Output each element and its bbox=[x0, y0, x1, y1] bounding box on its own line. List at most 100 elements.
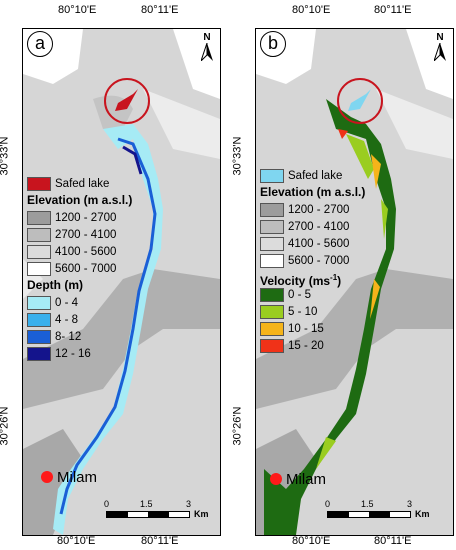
scale-tick-1: 1.5 bbox=[140, 499, 153, 509]
scale-bar-graphic bbox=[327, 511, 411, 518]
north-arrow-icon bbox=[200, 42, 213, 62]
legend-elev-3: 4100 - 5600 bbox=[260, 235, 365, 252]
lon-tick-bottom-a-left: 80°10'E bbox=[57, 535, 96, 547]
lon-tick-bottom-b-left: 80°10'E bbox=[292, 535, 331, 547]
depth-swatch-1 bbox=[27, 295, 51, 310]
panel-label-b: b bbox=[260, 31, 286, 57]
depth-swatch-3 bbox=[27, 329, 51, 344]
elevation-title: Elevation (m a.s.l.) bbox=[27, 193, 133, 207]
velocity-label-4: 15 - 20 bbox=[288, 339, 324, 352]
lon-tick-bottom-a-right: 80°11'E bbox=[141, 535, 179, 547]
legend-elev-1: 1200 - 2700 bbox=[260, 201, 365, 218]
elev-label-3: 4100 - 5600 bbox=[55, 245, 117, 258]
legend-elev-4: 5600 - 7000 bbox=[260, 252, 365, 269]
elev-swatch-2 bbox=[260, 219, 284, 234]
town-label-milam: Milam bbox=[286, 471, 326, 488]
elev-swatch-1 bbox=[27, 210, 51, 225]
legend-elev-3: 4100 - 5600 bbox=[27, 243, 132, 260]
elevation-title: Elevation (m a.s.l.) bbox=[260, 185, 366, 199]
legend-velocity-1: 0 - 5 bbox=[260, 286, 365, 303]
velocity-label-1: 0 - 5 bbox=[288, 288, 312, 301]
legend-elev-2: 2700 - 4100 bbox=[260, 218, 365, 235]
velocity-label-3: 10 - 15 bbox=[288, 322, 324, 335]
lat-tick-mid-bottom: 30°26'N bbox=[231, 406, 244, 446]
legend-elev-2: 2700 - 4100 bbox=[27, 226, 132, 243]
velocity-title-text: Velocity (ms bbox=[260, 274, 331, 288]
legend-elev-1: 1200 - 2700 bbox=[27, 209, 132, 226]
lon-tick-top-b-right: 80°11'E bbox=[374, 4, 412, 16]
scale-tick-2: 3 bbox=[407, 499, 413, 509]
north-arrow: N bbox=[198, 32, 216, 66]
elev-swatch-4 bbox=[260, 253, 284, 268]
scale-unit: Km bbox=[194, 509, 209, 519]
town-label-milam: Milam bbox=[57, 469, 97, 486]
elev-swatch-3 bbox=[260, 236, 284, 251]
north-label: N bbox=[436, 32, 444, 43]
legend-depth-3: 8- 12 bbox=[27, 328, 132, 345]
scale-bar: 0 1.5 3 Km bbox=[325, 499, 430, 519]
lat-tick-mid-top: 30°33'N bbox=[231, 136, 244, 176]
elev-swatch-4 bbox=[27, 261, 51, 276]
velocity-swatch-4 bbox=[260, 338, 284, 353]
lat-tick-left-top: 30°33'N bbox=[0, 136, 11, 176]
velocity-title-end: ) bbox=[337, 274, 342, 288]
north-arrow: N bbox=[431, 32, 449, 66]
scale-tick-0: 0 bbox=[104, 499, 110, 509]
lake-swatch bbox=[260, 168, 284, 183]
scale-bar-graphic bbox=[106, 511, 190, 518]
velocity-label-2: 5 - 10 bbox=[288, 305, 318, 318]
elev-label-2: 2700 - 4100 bbox=[288, 220, 350, 233]
lake-label: Safed lake bbox=[55, 177, 110, 190]
elev-swatch-2 bbox=[27, 227, 51, 242]
legend-lake: Safed lake bbox=[260, 167, 365, 184]
lake-swatch bbox=[27, 176, 51, 191]
depth-label-4: 12 - 16 bbox=[55, 347, 91, 360]
map-panel-depth: a N Safed lake Elevation (m a.s.l.) 1200… bbox=[22, 28, 221, 536]
terrain-map bbox=[256, 29, 453, 535]
velocity-title-sup: -1 bbox=[330, 273, 338, 282]
legend-depth-2: 4 - 8 bbox=[27, 311, 132, 328]
legend-velocity-2: 5 - 10 bbox=[260, 303, 365, 320]
terrain-map bbox=[23, 29, 220, 535]
depth-swatch-4 bbox=[27, 346, 51, 361]
legend-velocity-4: 15 - 20 bbox=[260, 337, 365, 354]
scale-bar: 0 1.5 3 Km bbox=[104, 499, 209, 519]
velocity-swatch-1 bbox=[260, 287, 284, 302]
panel-label-a: a bbox=[27, 31, 53, 57]
legend-elev-4: 5600 - 7000 bbox=[27, 260, 132, 277]
legend-depth-1: 0 - 4 bbox=[27, 294, 132, 311]
depth-label-3: 8- 12 bbox=[55, 330, 82, 343]
legend-velocity-3: 10 - 15 bbox=[260, 320, 365, 337]
elev-label-1: 1200 - 2700 bbox=[55, 211, 117, 224]
lon-tick-top-a-left: 80°10'E bbox=[58, 4, 97, 16]
velocity-swatch-3 bbox=[260, 321, 284, 336]
scale-tick-0: 0 bbox=[325, 499, 331, 509]
legend-b: Safed lake Elevation (m a.s.l.) 1200 - 2… bbox=[260, 167, 365, 354]
velocity-swatch-2 bbox=[260, 304, 284, 319]
elev-label-2: 2700 - 4100 bbox=[55, 228, 117, 241]
scale-tick-2: 3 bbox=[186, 499, 192, 509]
depth-swatch-2 bbox=[27, 312, 51, 327]
legend-depth-4: 12 - 16 bbox=[27, 345, 132, 362]
north-arrow-icon bbox=[433, 42, 446, 62]
depth-label-2: 4 - 8 bbox=[55, 313, 79, 326]
elev-swatch-3 bbox=[27, 244, 51, 259]
legend-lake: Safed lake bbox=[27, 175, 132, 192]
lon-tick-top-b-left: 80°10'E bbox=[292, 4, 331, 16]
elev-label-3: 4100 - 5600 bbox=[288, 237, 350, 250]
scale-unit: Km bbox=[415, 509, 430, 519]
map-panel-velocity: b N Safed lake Elevation (m a.s.l.) 1200… bbox=[255, 28, 454, 536]
north-label: N bbox=[203, 32, 211, 43]
lake-label: Safed lake bbox=[288, 169, 343, 182]
depth-title: Depth (m) bbox=[27, 278, 83, 292]
elev-label-4: 5600 - 7000 bbox=[288, 254, 350, 267]
lon-tick-top-a-right: 80°11'E bbox=[141, 4, 179, 16]
lon-tick-bottom-b-right: 80°11'E bbox=[374, 535, 412, 547]
lat-tick-left-bottom: 30°26'N bbox=[0, 406, 11, 446]
scale-tick-1: 1.5 bbox=[361, 499, 374, 509]
elev-swatch-1 bbox=[260, 202, 284, 217]
depth-label-1: 0 - 4 bbox=[55, 296, 79, 309]
legend-a: Safed lake Elevation (m a.s.l.) 1200 - 2… bbox=[27, 175, 132, 362]
elev-label-1: 1200 - 2700 bbox=[288, 203, 350, 216]
velocity-title: Velocity (ms-1) bbox=[260, 269, 365, 288]
